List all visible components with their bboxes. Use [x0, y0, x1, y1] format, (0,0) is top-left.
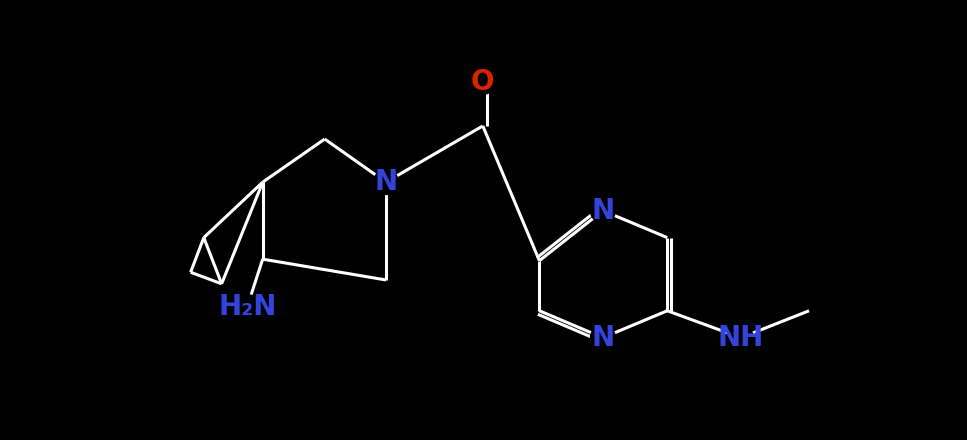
Circle shape [373, 170, 398, 194]
Text: N: N [374, 168, 397, 196]
Circle shape [235, 295, 259, 319]
Text: NH: NH [718, 324, 764, 352]
Circle shape [591, 326, 615, 350]
Text: N: N [592, 324, 614, 352]
Text: O: O [471, 68, 494, 96]
Text: N: N [592, 197, 614, 225]
Circle shape [728, 326, 753, 350]
Circle shape [470, 70, 495, 94]
Circle shape [591, 198, 615, 223]
Text: H₂N: H₂N [218, 293, 277, 321]
